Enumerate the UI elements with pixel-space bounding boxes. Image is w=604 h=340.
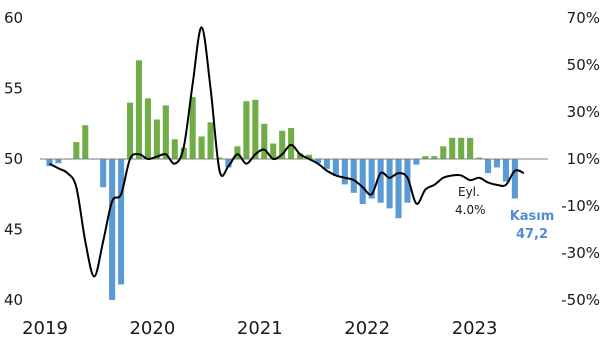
bar-series bbox=[46, 60, 518, 300]
bar bbox=[297, 153, 304, 159]
bar bbox=[162, 105, 169, 159]
right-tick-label: -30% bbox=[561, 244, 600, 262]
right-tick-label: 30% bbox=[567, 103, 600, 121]
bar bbox=[279, 130, 286, 159]
x-tick-label: 2023 bbox=[452, 318, 498, 339]
bar bbox=[511, 159, 518, 199]
bar bbox=[314, 159, 322, 164]
bar bbox=[422, 156, 429, 159]
right-tick-label: 50% bbox=[567, 56, 600, 74]
bar bbox=[377, 159, 384, 203]
left-tick-label: 50 bbox=[4, 150, 23, 168]
bar bbox=[126, 102, 134, 159]
bar bbox=[413, 159, 420, 165]
annotation-eyl-label: Eyl. bbox=[458, 185, 480, 199]
bar bbox=[350, 159, 357, 193]
bar bbox=[153, 119, 160, 159]
bar bbox=[144, 98, 151, 159]
bar bbox=[458, 137, 465, 159]
bar bbox=[502, 159, 509, 182]
bar bbox=[118, 159, 125, 285]
bar bbox=[395, 159, 402, 219]
x-tick-label: 2022 bbox=[344, 318, 390, 339]
x-tick-label: 2020 bbox=[129, 318, 175, 339]
bar bbox=[359, 159, 366, 205]
bar bbox=[288, 127, 295, 159]
bar bbox=[225, 159, 232, 168]
right-tick-label: 10% bbox=[567, 150, 600, 168]
bar bbox=[207, 122, 214, 159]
annotation-kasim-label: Kasım bbox=[510, 209, 555, 224]
bar bbox=[476, 157, 483, 159]
bar bbox=[431, 156, 438, 159]
bar bbox=[171, 139, 178, 159]
right-tick-label: 70% bbox=[567, 9, 600, 27]
x-axis: 2019 2020 2021 2022 2023 bbox=[22, 318, 497, 339]
annotation-kasim-value: 47,2 bbox=[516, 227, 548, 242]
bar bbox=[243, 101, 250, 159]
right-axis: -50% -30% -10% 10% 30% 50% 70% bbox=[561, 9, 600, 309]
bar bbox=[198, 136, 205, 159]
bar bbox=[82, 125, 89, 159]
bar bbox=[467, 137, 474, 159]
bar bbox=[305, 154, 313, 159]
bar bbox=[189, 96, 196, 159]
left-tick-label: 45 bbox=[4, 221, 23, 239]
bar bbox=[404, 159, 411, 203]
left-tick-label: 40 bbox=[4, 291, 23, 309]
x-tick-label: 2021 bbox=[237, 318, 283, 339]
bar bbox=[440, 146, 447, 159]
bar bbox=[368, 159, 375, 199]
bar bbox=[484, 159, 492, 174]
bar bbox=[180, 147, 187, 159]
bar bbox=[341, 159, 348, 185]
bar bbox=[323, 159, 330, 169]
bar bbox=[261, 123, 268, 159]
bar bbox=[234, 146, 241, 159]
bar bbox=[386, 159, 393, 209]
left-tick-label: 55 bbox=[4, 80, 23, 98]
left-axis: 40 45 50 55 60 bbox=[4, 9, 23, 309]
x-tick-label: 2019 bbox=[22, 318, 68, 339]
bar bbox=[449, 137, 456, 159]
line-series bbox=[49, 26, 525, 278]
bar bbox=[252, 99, 259, 159]
bar bbox=[135, 60, 143, 159]
bar bbox=[73, 142, 80, 159]
left-tick-label: 60 bbox=[4, 9, 23, 27]
bar bbox=[216, 157, 223, 159]
bar bbox=[109, 159, 116, 300]
annotation-eyl-value: 4.0% bbox=[455, 203, 486, 217]
bar bbox=[270, 143, 277, 159]
right-tick-label: -50% bbox=[561, 291, 600, 309]
right-tick-label: -10% bbox=[561, 197, 600, 215]
bar bbox=[46, 159, 53, 167]
bar bbox=[493, 159, 501, 168]
bar bbox=[100, 159, 107, 188]
bar bbox=[55, 159, 62, 164]
bar bbox=[332, 159, 339, 176]
